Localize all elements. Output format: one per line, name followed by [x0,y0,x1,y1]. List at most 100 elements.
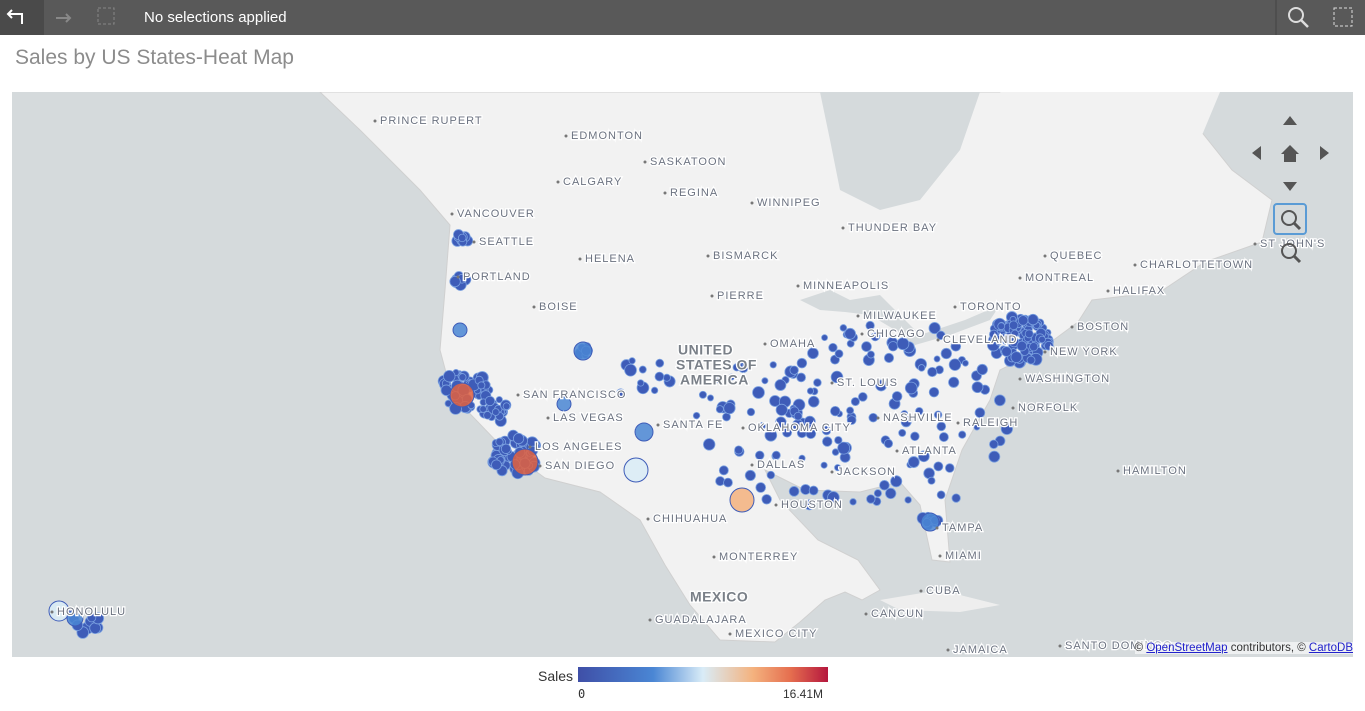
sales-point [449,275,461,288]
sales-point [1009,320,1022,333]
sales-point [447,397,460,410]
sales-point [900,410,909,418]
pan-up[interactable] [1283,116,1297,125]
osm-link[interactable]: OpenStreetMap [1146,642,1228,654]
sales-point [989,330,1000,341]
sales-point [792,419,804,431]
place-label: HAMILTON [1123,465,1187,477]
sales-point [1029,352,1043,366]
sales-point [525,436,539,450]
sales-point [523,451,534,462]
sales-point [769,395,781,407]
sales-point [934,410,942,418]
selections-tool[interactable] [1333,7,1353,27]
sales-point [487,399,498,409]
sales-point [493,406,505,418]
place-label: HELENA [585,253,635,265]
sales-point [581,351,589,359]
sales-point [491,439,500,448]
place-dot [648,618,652,622]
sales-point [495,396,503,404]
home[interactable] [1281,145,1299,162]
sales-point [451,273,462,285]
place-label: EDMONTON [571,130,643,142]
sales-point [866,350,875,359]
pan-down[interactable] [1283,182,1297,191]
sales-point [1005,331,1014,340]
sales-point [842,330,851,339]
sales-point [1011,316,1022,326]
sales-point [445,371,453,379]
forward-icon[interactable] [56,13,72,23]
sales-point [498,459,506,467]
sales-point [789,365,799,375]
zoom-in[interactable] [1281,210,1297,226]
sales-point [467,401,476,410]
sales-point [1028,353,1040,365]
place-label: DALLAS [757,459,805,471]
sales-point [692,411,701,420]
sales-bubble [623,457,649,483]
sales-point [76,626,89,639]
sales-point [510,452,518,460]
sales-point [1027,344,1039,355]
clear-icon[interactable] [97,7,115,25]
sales-point [904,496,912,504]
sales-point [834,349,844,359]
sales-point [516,466,526,476]
sales-point [918,450,930,463]
sales-point [72,618,82,629]
sales-bubble [511,448,539,476]
place-dot [556,180,560,184]
place-dot [936,338,940,342]
search-icon[interactable] [1288,7,1304,23]
place-dot [953,305,957,309]
sales-point [1013,326,1022,335]
place-dot [1116,469,1120,473]
sales-point [1040,332,1049,341]
sales-point [494,404,503,414]
sales-point [707,394,714,402]
sales-point [827,491,840,504]
sales-point [996,329,1006,339]
sales-point [1016,340,1028,352]
sales-point [766,470,776,480]
carto-link[interactable]: CartoDB [1308,642,1353,654]
sales-point [482,395,492,404]
sales-point [1021,329,1030,338]
sales-point [473,387,482,395]
sales-point [784,365,797,378]
sales-point [771,451,781,461]
sales-point [514,446,526,458]
sales-point [1007,350,1016,360]
sales-point [1009,348,1017,356]
sales-point [912,432,920,440]
sales-point [479,398,488,407]
great-lakes [800,290,1000,345]
sales-bubble [449,382,475,408]
sales-point [450,391,460,401]
sales-point [528,460,540,473]
zoom-out[interactable] [1281,243,1297,259]
sales-point [722,412,731,422]
sales-point [1005,347,1014,356]
sales-point [998,321,1005,329]
sales-point [480,390,492,402]
sales-point [755,482,766,493]
sales-point [528,441,541,453]
sales-point [971,381,984,394]
pan-left[interactable] [1252,146,1261,160]
sales-point [451,395,464,407]
sales-point [1041,334,1054,347]
place-label: JACKSON [837,466,896,478]
sales-point [900,416,912,428]
sales-point [463,378,474,389]
place-label: MONTERREY [719,551,798,563]
sales-bubble [556,396,572,412]
sales-point [712,375,721,384]
sales-point [491,448,502,458]
sales-point [844,327,856,340]
pan-right[interactable] [1320,146,1329,160]
